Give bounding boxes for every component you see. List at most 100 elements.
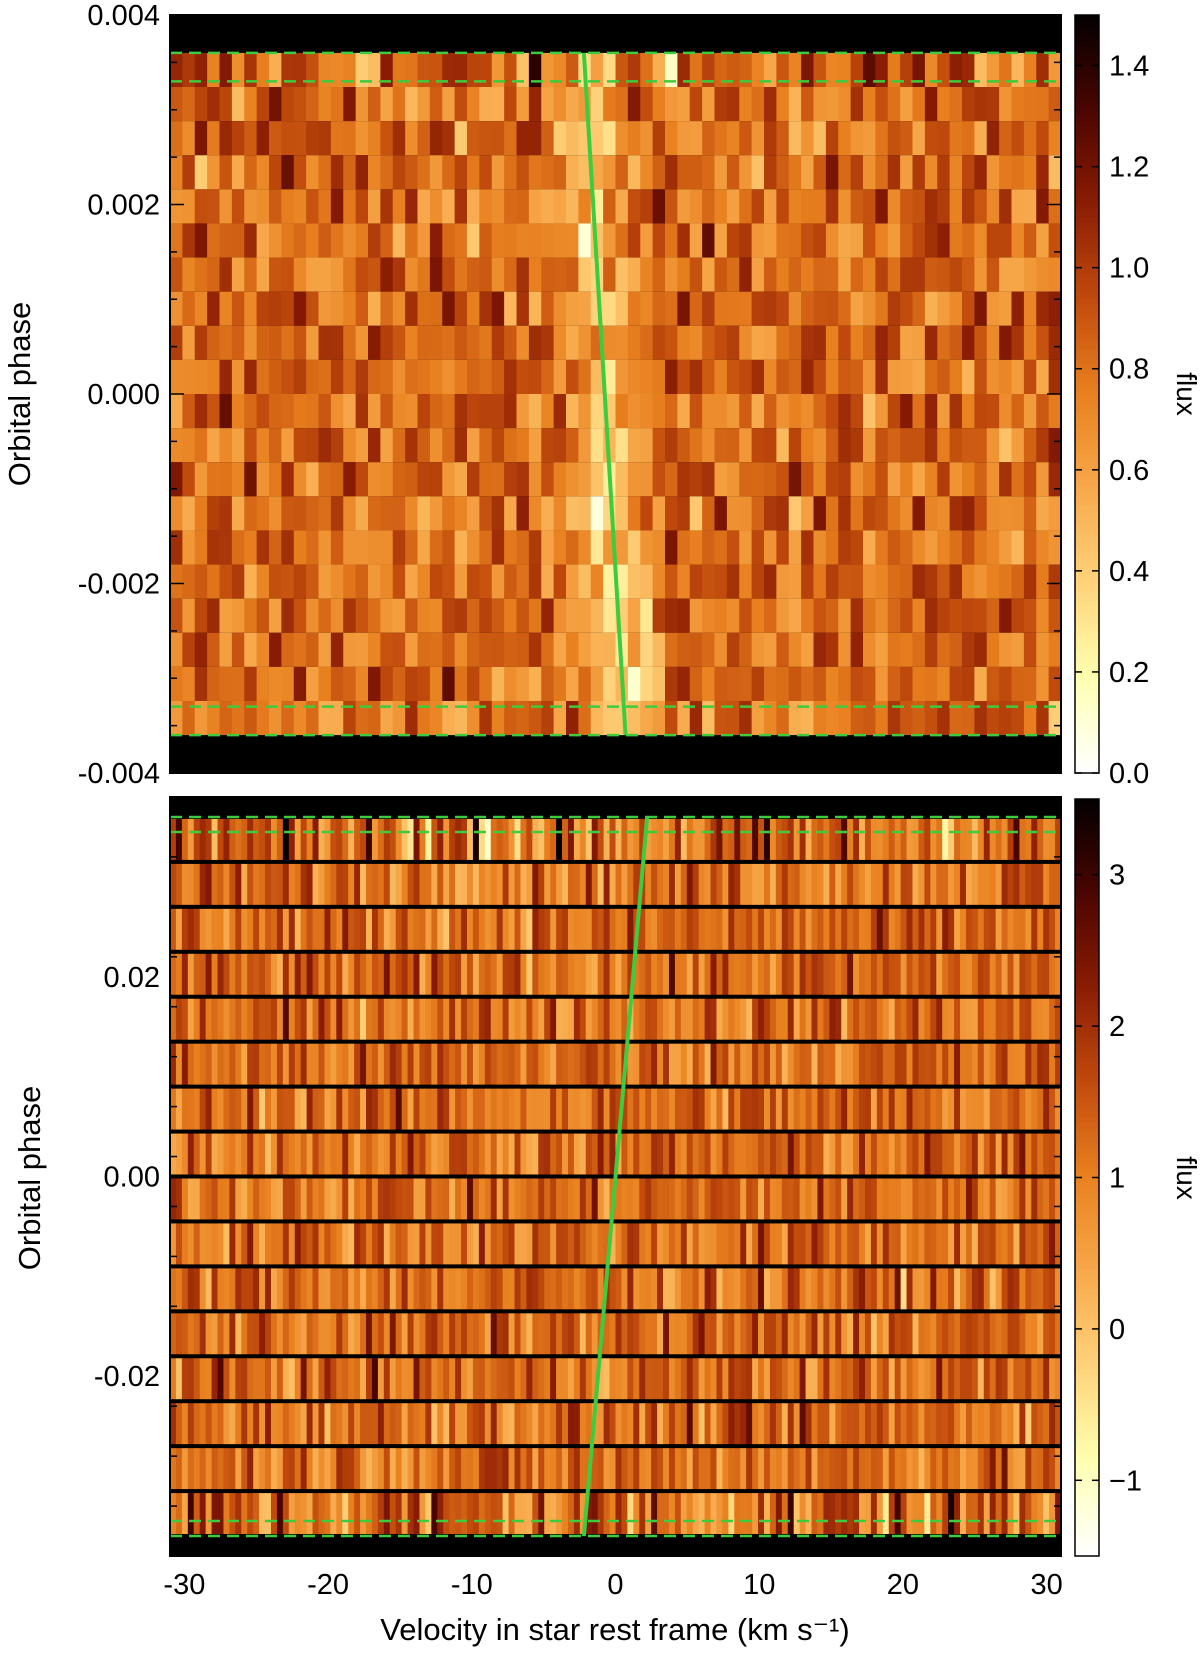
heatmap-cell <box>467 359 480 394</box>
heatmap-cell <box>651 1403 658 1445</box>
heatmap-cell <box>417 700 431 736</box>
colorbar-segment <box>1075 1540 1099 1547</box>
heatmap-cell <box>585 1133 593 1175</box>
heatmap-cell <box>864 1178 872 1220</box>
heatmap-cell <box>609 1493 616 1535</box>
heatmap-cell <box>306 818 313 860</box>
heatmap-cell <box>550 1493 557 1535</box>
heatmap-cell <box>235 1358 242 1400</box>
colorbar-segment <box>1075 884 1099 891</box>
heatmap-cell <box>949 564 963 599</box>
heatmap-cell <box>235 1043 242 1085</box>
heatmap-cell <box>651 1313 658 1355</box>
heatmap-cell <box>801 462 814 497</box>
heatmap-cell <box>847 1043 854 1085</box>
heatmap-cell <box>912 632 926 667</box>
heatmap-cell <box>627 223 641 258</box>
heatmap-cell <box>491 564 505 599</box>
heatmap-cell <box>207 632 220 667</box>
heatmap-cell <box>875 598 889 633</box>
heatmap-cell <box>776 666 790 701</box>
colorbar-segment <box>1075 1000 1099 1007</box>
heatmap-cell <box>532 1178 539 1220</box>
heatmap-cell <box>567 953 575 995</box>
heatmap-cell <box>383 818 391 860</box>
heatmap-cell <box>269 291 282 326</box>
heatmap-cell <box>342 953 349 995</box>
heatmap-cell <box>293 291 307 326</box>
heatmap-cell <box>306 428 319 463</box>
heatmap-cell <box>392 700 406 736</box>
heatmap-cell <box>526 1403 533 1445</box>
heatmap-cell <box>207 87 220 122</box>
heatmap-cell <box>244 257 258 292</box>
colorbar-segment <box>1075 277 1099 284</box>
heatmap-cell <box>170 863 177 905</box>
colorbar-segment <box>1075 333 1099 340</box>
heatmap-cell <box>841 1088 848 1130</box>
heatmap-cell <box>431 1133 438 1175</box>
heatmap-cell <box>1037 1493 1044 1535</box>
heatmap-cell <box>442 223 456 258</box>
heatmap-cell <box>490 1358 498 1400</box>
x-tick-label: -10 <box>451 1569 493 1601</box>
heatmap-cell <box>1043 1088 1050 1130</box>
heatmap-cell <box>467 1358 474 1400</box>
heatmap-cell <box>924 1268 931 1310</box>
heatmap-cell <box>1043 1403 1050 1445</box>
heatmap-cell <box>912 1043 919 1085</box>
heatmap-cell <box>942 1223 949 1265</box>
heatmap-cell <box>567 908 575 950</box>
heatmap-cell <box>734 998 741 1040</box>
heatmap-cell <box>538 1493 545 1535</box>
heatmap-cell <box>484 998 492 1040</box>
heatmap-cell <box>207 700 220 736</box>
colorbar-segment <box>1075 303 1099 309</box>
heatmap-cell <box>665 189 678 224</box>
heatmap-cell <box>405 666 418 701</box>
heatmap-cell <box>467 189 480 224</box>
heatmap-cell <box>627 1178 634 1220</box>
heatmap-cell <box>983 998 991 1040</box>
heatmap-cell <box>479 598 493 633</box>
heatmap-cell <box>502 1493 509 1535</box>
heatmap-cell <box>615 953 622 995</box>
heatmap-cell <box>850 700 864 736</box>
heatmap-cell <box>413 1178 420 1220</box>
heatmap-cell <box>413 1268 420 1310</box>
heatmap-cell <box>924 1403 931 1445</box>
colorbar-segment <box>1075 809 1099 815</box>
heatmap-cell <box>336 1043 343 1085</box>
heatmap-cell <box>293 121 307 156</box>
heatmap-cell <box>504 564 517 599</box>
heatmap-cell <box>949 189 963 224</box>
heatmap-cell <box>825 223 839 258</box>
heatmap-cell <box>847 818 854 860</box>
heatmap-cell <box>645 1223 652 1265</box>
heatmap-cell <box>728 953 735 995</box>
heatmap-cell <box>269 394 282 429</box>
heatmap-cell <box>835 818 842 860</box>
heatmap-cell <box>949 87 963 122</box>
heatmap-cell <box>726 700 740 736</box>
heatmap-cell <box>247 863 254 905</box>
heatmap-cell <box>949 428 963 463</box>
heatmap-cell <box>520 1358 527 1400</box>
colorbar-segment <box>1075 343 1099 350</box>
heatmap-cell <box>965 1223 973 1265</box>
heatmap-cell <box>467 1178 474 1220</box>
heatmap-cell <box>609 818 616 860</box>
colorbar-segment <box>1075 990 1099 997</box>
heatmap-cell <box>1023 428 1037 463</box>
heatmap-cell <box>288 1223 296 1265</box>
heatmap-cell <box>330 700 344 736</box>
colorbar-segment <box>1075 399 1099 405</box>
heatmap-cell <box>936 1313 943 1355</box>
heatmap-cell <box>526 998 533 1040</box>
heatmap-cell <box>853 998 860 1040</box>
heatmap-cell <box>288 863 296 905</box>
heatmap-cell <box>175 1268 183 1310</box>
heatmap-cell <box>829 1493 836 1535</box>
